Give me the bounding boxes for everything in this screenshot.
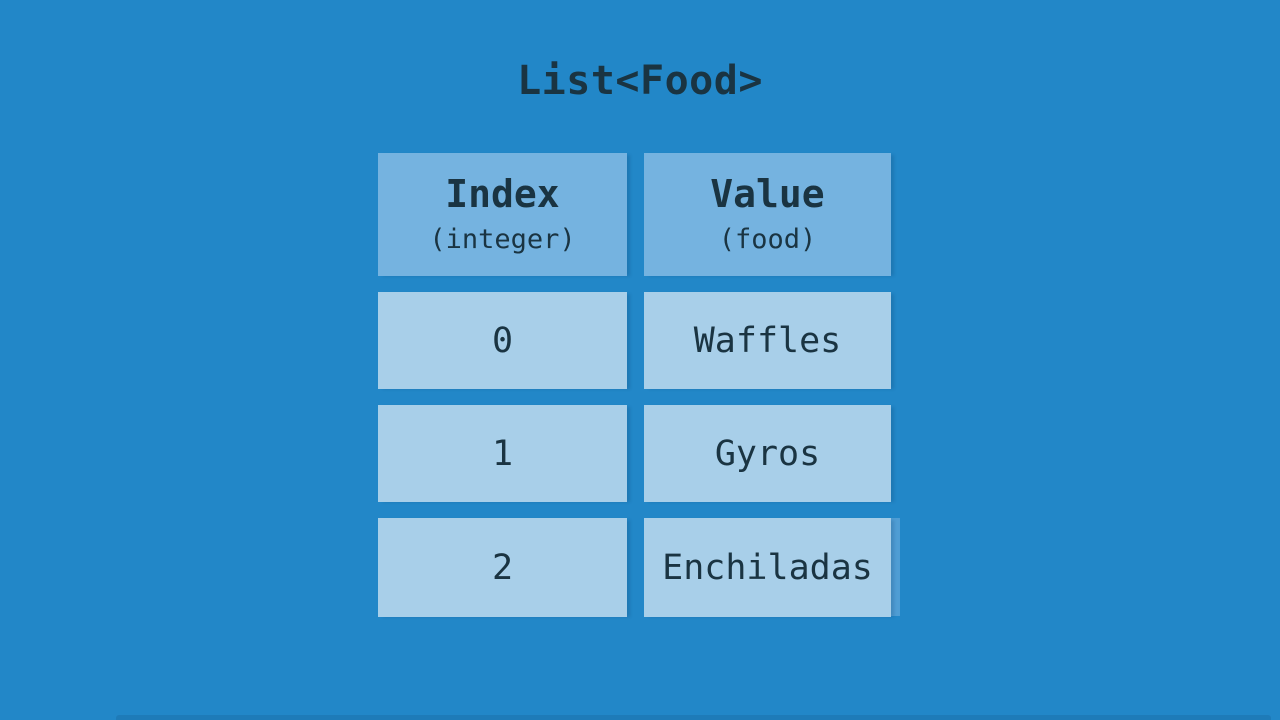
index-cell-0: 0: [378, 292, 627, 389]
column-header-label: Value: [710, 172, 825, 217]
column-header-label: Index: [445, 172, 560, 217]
index-cell-2: 2: [378, 518, 627, 617]
value-cell-2: Enchiladas: [644, 518, 891, 617]
page-title: List<Food>: [517, 58, 763, 104]
column-header-type: (integer): [429, 223, 576, 255]
list-table: Index (integer) Value (food) 0 Waffles 1…: [378, 153, 891, 617]
index-cell-1: 1: [378, 405, 627, 502]
header-cell-value: Value (food): [644, 153, 891, 276]
header-cell-index: Index (integer): [378, 153, 627, 276]
cell-ghost-edge: [891, 518, 900, 616]
bottom-shade-bar: [116, 715, 1271, 720]
value-cell-0: Waffles: [644, 292, 891, 389]
column-header-type: (food): [718, 223, 817, 255]
value-cell-1: Gyros: [644, 405, 891, 502]
